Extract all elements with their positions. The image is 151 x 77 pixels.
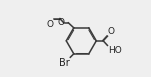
Text: O: O	[108, 27, 115, 36]
Text: O: O	[47, 20, 54, 29]
Text: O: O	[57, 18, 64, 27]
Text: HO: HO	[108, 46, 122, 55]
Text: Br: Br	[59, 58, 69, 68]
